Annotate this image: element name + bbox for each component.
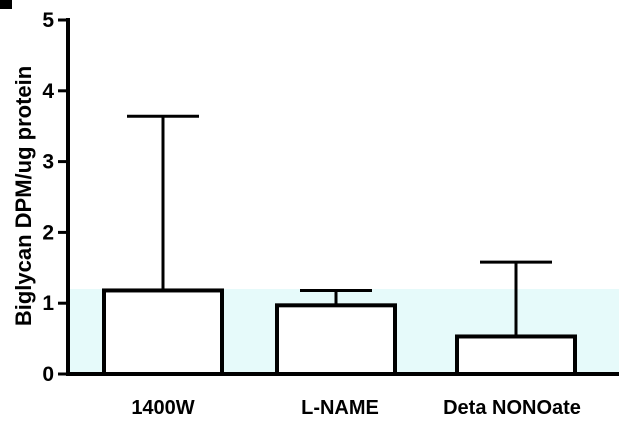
x-category-label: Deta NONOate [443, 397, 581, 419]
x-labels-group: 1400W L-NAME Deta NONOate [131, 397, 581, 419]
bar-deta-nonoate [455, 334, 577, 377]
y-ticks-group: 0 1 2 3 4 5 [42, 9, 68, 386]
x-category-label: L-NAME [301, 397, 379, 419]
bar-1400w [102, 288, 224, 376]
y-axis-title: Biglycan DPM/ug protein [11, 66, 36, 326]
x-category-label: 1400W [131, 397, 194, 419]
y-tick-label: 5 [42, 9, 54, 32]
bar-l-name [275, 303, 397, 377]
error-bars-group [127, 114, 552, 337]
panel-corner-mark [0, 0, 12, 9]
y-tick-label: 0 [42, 363, 54, 386]
y-tick-label: 4 [42, 80, 54, 103]
axes-group [66, 18, 619, 376]
y-tick-label: 1 [42, 292, 54, 315]
y-tick-label: 3 [42, 151, 54, 174]
y-tick-label: 2 [42, 221, 54, 244]
